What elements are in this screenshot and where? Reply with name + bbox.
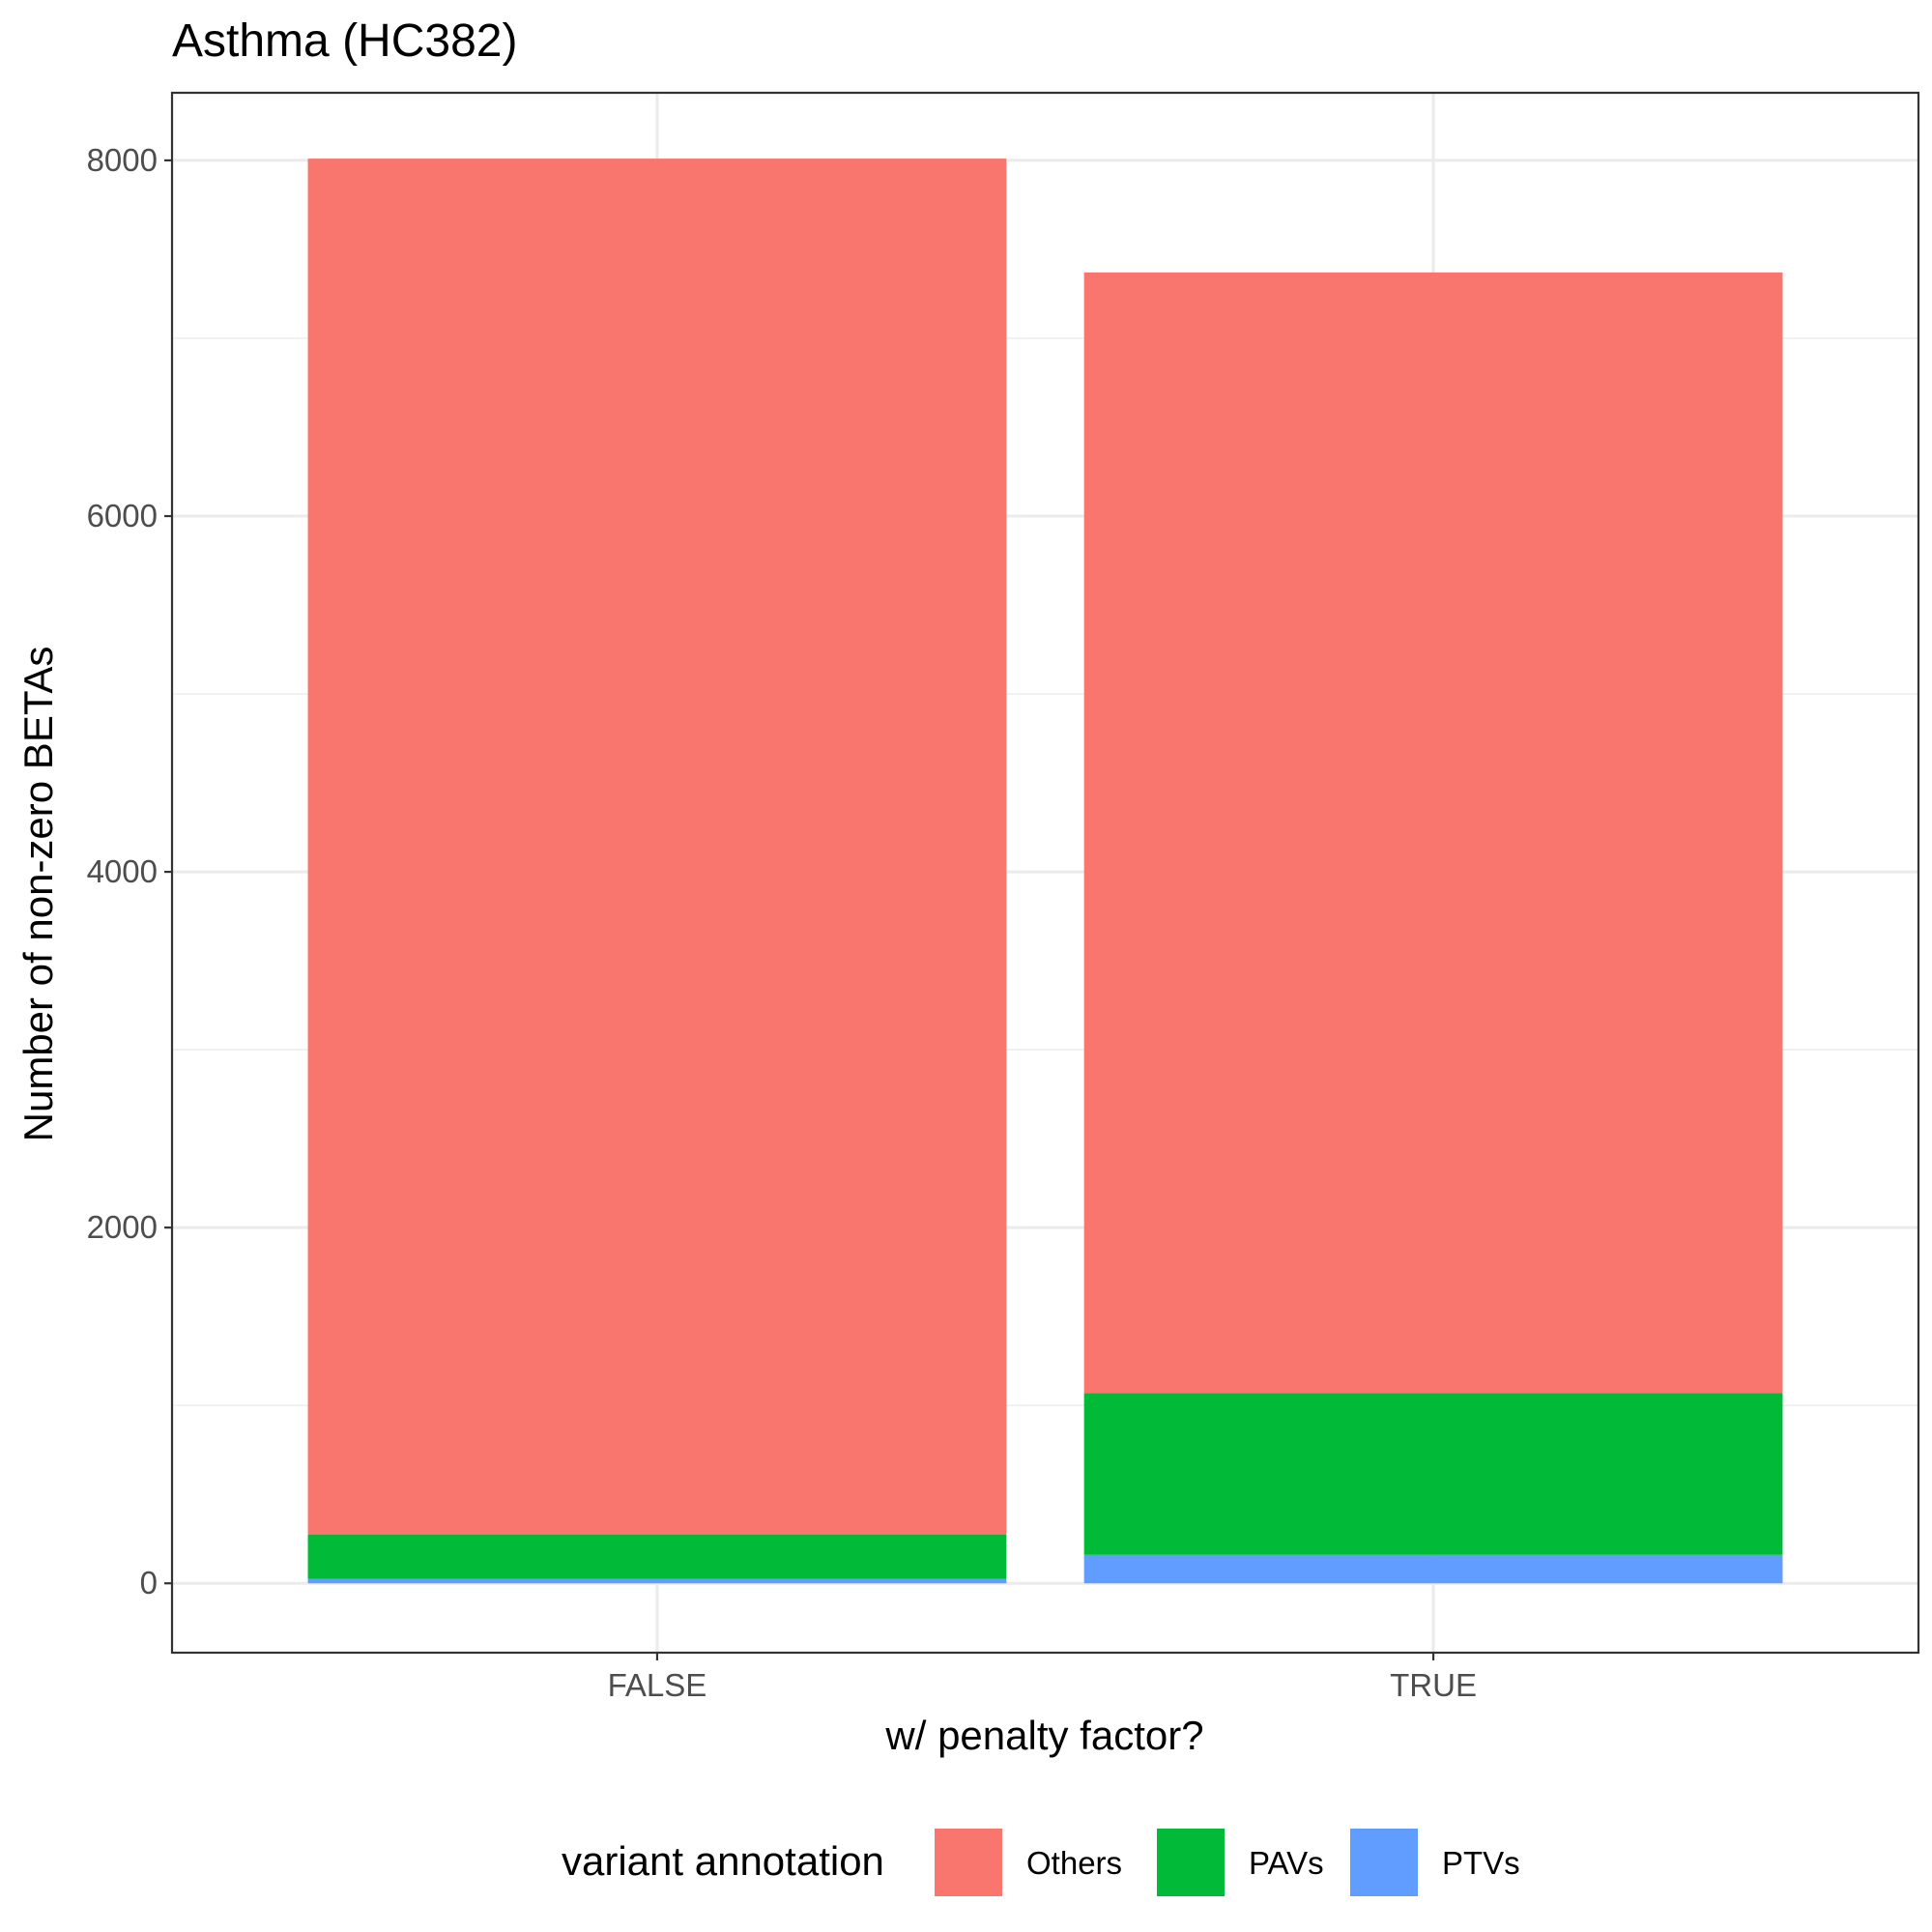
- y-axis: 0 2000 4000 6000 8000: [87, 142, 172, 1600]
- bar-ptvs-true: [1083, 1554, 1783, 1584]
- bar-pavs-true: [1083, 1393, 1783, 1555]
- y-tick-label: 6000: [87, 498, 158, 533]
- legend-swatch-pavs: [1157, 1829, 1225, 1896]
- bars: [307, 159, 1783, 1584]
- bar-ptvs-false: [307, 1578, 1007, 1584]
- legend: variant annotation Others PAVs PTVs: [562, 1829, 1520, 1896]
- x-axis-label: w/ penalty factor?: [884, 1713, 1203, 1758]
- y-axis-label: Number of non-zero BETAs: [15, 647, 61, 1142]
- chart-title: Asthma (HC382): [172, 15, 517, 67]
- x-tick-label: TRUE: [1390, 1667, 1477, 1703]
- y-tick-label: 8000: [87, 142, 158, 178]
- y-tick-label: 2000: [87, 1209, 158, 1245]
- legend-label-others: Others: [1026, 1845, 1122, 1881]
- legend-swatch-others: [935, 1829, 1002, 1896]
- x-axis: FALSE TRUE: [608, 1653, 1477, 1703]
- legend-label-ptvs: PTVs: [1442, 1845, 1520, 1881]
- legend-swatch-ptvs: [1350, 1829, 1418, 1896]
- bar-others-false: [307, 159, 1007, 1535]
- bar-pavs-false: [307, 1534, 1007, 1579]
- y-tick-label: 0: [140, 1565, 158, 1600]
- legend-label-pavs: PAVs: [1249, 1845, 1324, 1881]
- y-tick-label: 4000: [87, 853, 158, 889]
- legend-title: variant annotation: [562, 1838, 884, 1884]
- bar-others-true: [1083, 272, 1783, 1394]
- x-tick-label: FALSE: [608, 1667, 707, 1703]
